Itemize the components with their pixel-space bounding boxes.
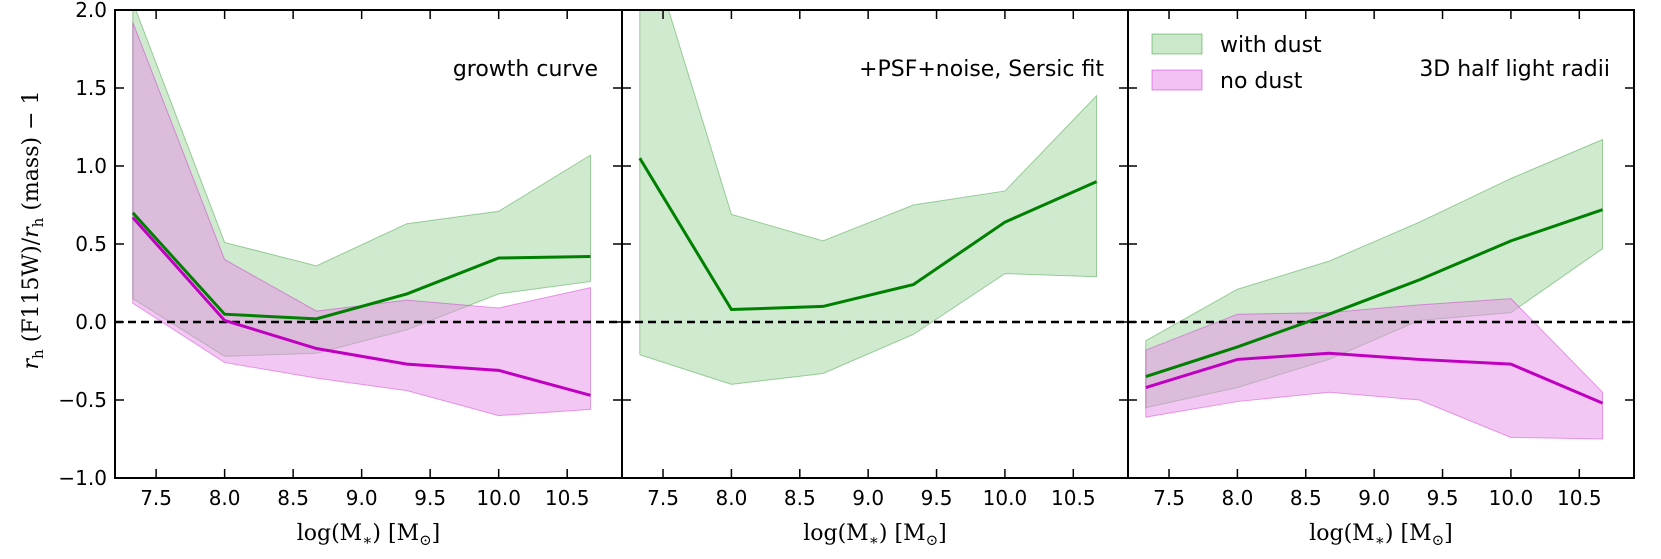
x-tick-label-panel-2: 10.0 (983, 486, 1028, 510)
y-tick-label: −1.0 (58, 466, 107, 490)
y-label-end: (mass) − 1 (19, 91, 44, 218)
panel-2: 7.5 8.0 8.5 9.0 9.5 10.0 10.5 log(M∗) [M⊙] +PSF+… (621, 9, 1129, 549)
plot-area-1 (115, 10, 622, 417)
x-axis-label-panel-3: log(M∗) [M⊙] (1309, 521, 1453, 549)
panels-layer: −1.0 −0.5 0.0 0.5 1.0 1.5 2.0 7.5 8.0 8.5 9.0 9.5 10… (58, 0, 1635, 549)
y-axis-label: rh (F115W)/rh (mass) − 1 (19, 91, 47, 370)
legend-swatch-no-dust (1151, 69, 1203, 91)
y-label-r2: r (19, 226, 44, 238)
x-tick-label-panel-3: 9.5 (1427, 486, 1459, 510)
legend-label-with-dust: with dust (1220, 33, 1322, 58)
line-no-dust-panel-1 (131, 216, 591, 397)
y-tick-label: −0.5 (58, 388, 107, 412)
x-tick-label-panel-1: 9.5 (414, 486, 446, 510)
x-tick-label-panel-3: 10.5 (1557, 486, 1602, 510)
x-tick-label-panel-1: 9.0 (346, 486, 378, 510)
y-tick-label: 1.5 (75, 76, 107, 100)
svg-text:rh (F115W)/rh (mass) − 1: rh (F115W)/rh (mass) − 1 (19, 91, 47, 370)
line-with-dust-panel-3 (1145, 208, 1604, 379)
x-tick-label-panel-2: 10.5 (1051, 486, 1096, 510)
y-tick-label: 1.0 (75, 154, 107, 178)
band-with-dust-panel-2 (639, 10, 1098, 385)
panel-1: −1.0 −0.5 0.0 0.5 1.0 1.5 2.0 7.5 8.0 8.5 9.0 9.5 10… (58, 0, 623, 549)
legend-label-no-dust: no dust (1220, 69, 1303, 94)
x-tick-label-panel-1: 10.5 (545, 486, 590, 510)
y-tick-label: 0.0 (75, 310, 107, 334)
line-with-dust-panel-2 (638, 157, 1098, 312)
panel-title-2: +PSF+noise, Sersic fit (859, 57, 1104, 82)
x-tick-label-panel-1: 7.5 (140, 486, 172, 510)
y-label-r: r (19, 358, 44, 370)
y-tick-label: 2.0 (75, 0, 107, 22)
band-no-dust-panel-1 (132, 22, 591, 417)
x-axis-label-panel-1: log(M∗) [M⊙] (297, 521, 441, 549)
x-tick-label-panel-3: 9.0 (1358, 486, 1390, 510)
x-tick-label-panel-3: 10.0 (1489, 486, 1534, 510)
x-tick-label-panel-1: 10.0 (476, 486, 521, 510)
panel-title-1: growth curve (453, 57, 598, 82)
panel-3: 7.5 8.0 8.5 9.0 9.5 10.0 10.5 log(M∗) [M⊙] 3D ha… (1127, 9, 1635, 549)
x-tick-label-panel-2: 7.5 (647, 486, 679, 510)
x-tick-label-panel-3: 8.0 (1221, 486, 1253, 510)
x-tick-label-panel-2: 8.5 (784, 486, 816, 510)
x-axis-label-panel-2: log(M∗) [M⊙] (803, 521, 947, 549)
line-with-dust-panel-1 (131, 211, 591, 321)
x-tick-label-panel-3: 8.5 (1290, 486, 1322, 510)
x-tick-label-panel-3: 7.5 (1153, 486, 1185, 510)
y-tick-label: 0.5 (75, 232, 107, 256)
legend: with dust no dust (1151, 33, 1322, 94)
x-tick-label-panel-1: 8.5 (277, 486, 309, 510)
y-label-mid: (F115W)/ (19, 237, 44, 349)
y-label-sub-h2: h (29, 217, 47, 227)
legend-swatch-with-dust (1151, 33, 1203, 55)
x-tick-label-panel-1: 8.0 (209, 486, 241, 510)
x-tick-label-panel-2: 8.0 (715, 486, 747, 510)
y-label-sub-h: h (29, 349, 47, 359)
x-tick-label-panel-2: 9.0 (852, 486, 884, 510)
plot-area-2 (622, 10, 1128, 385)
x-tick-label-panel-2: 9.5 (921, 486, 953, 510)
plot-area-3 (1128, 138, 1634, 440)
line-no-dust-panel-3 (1145, 351, 1604, 405)
panel-title-3: 3D half light radii (1419, 57, 1610, 82)
